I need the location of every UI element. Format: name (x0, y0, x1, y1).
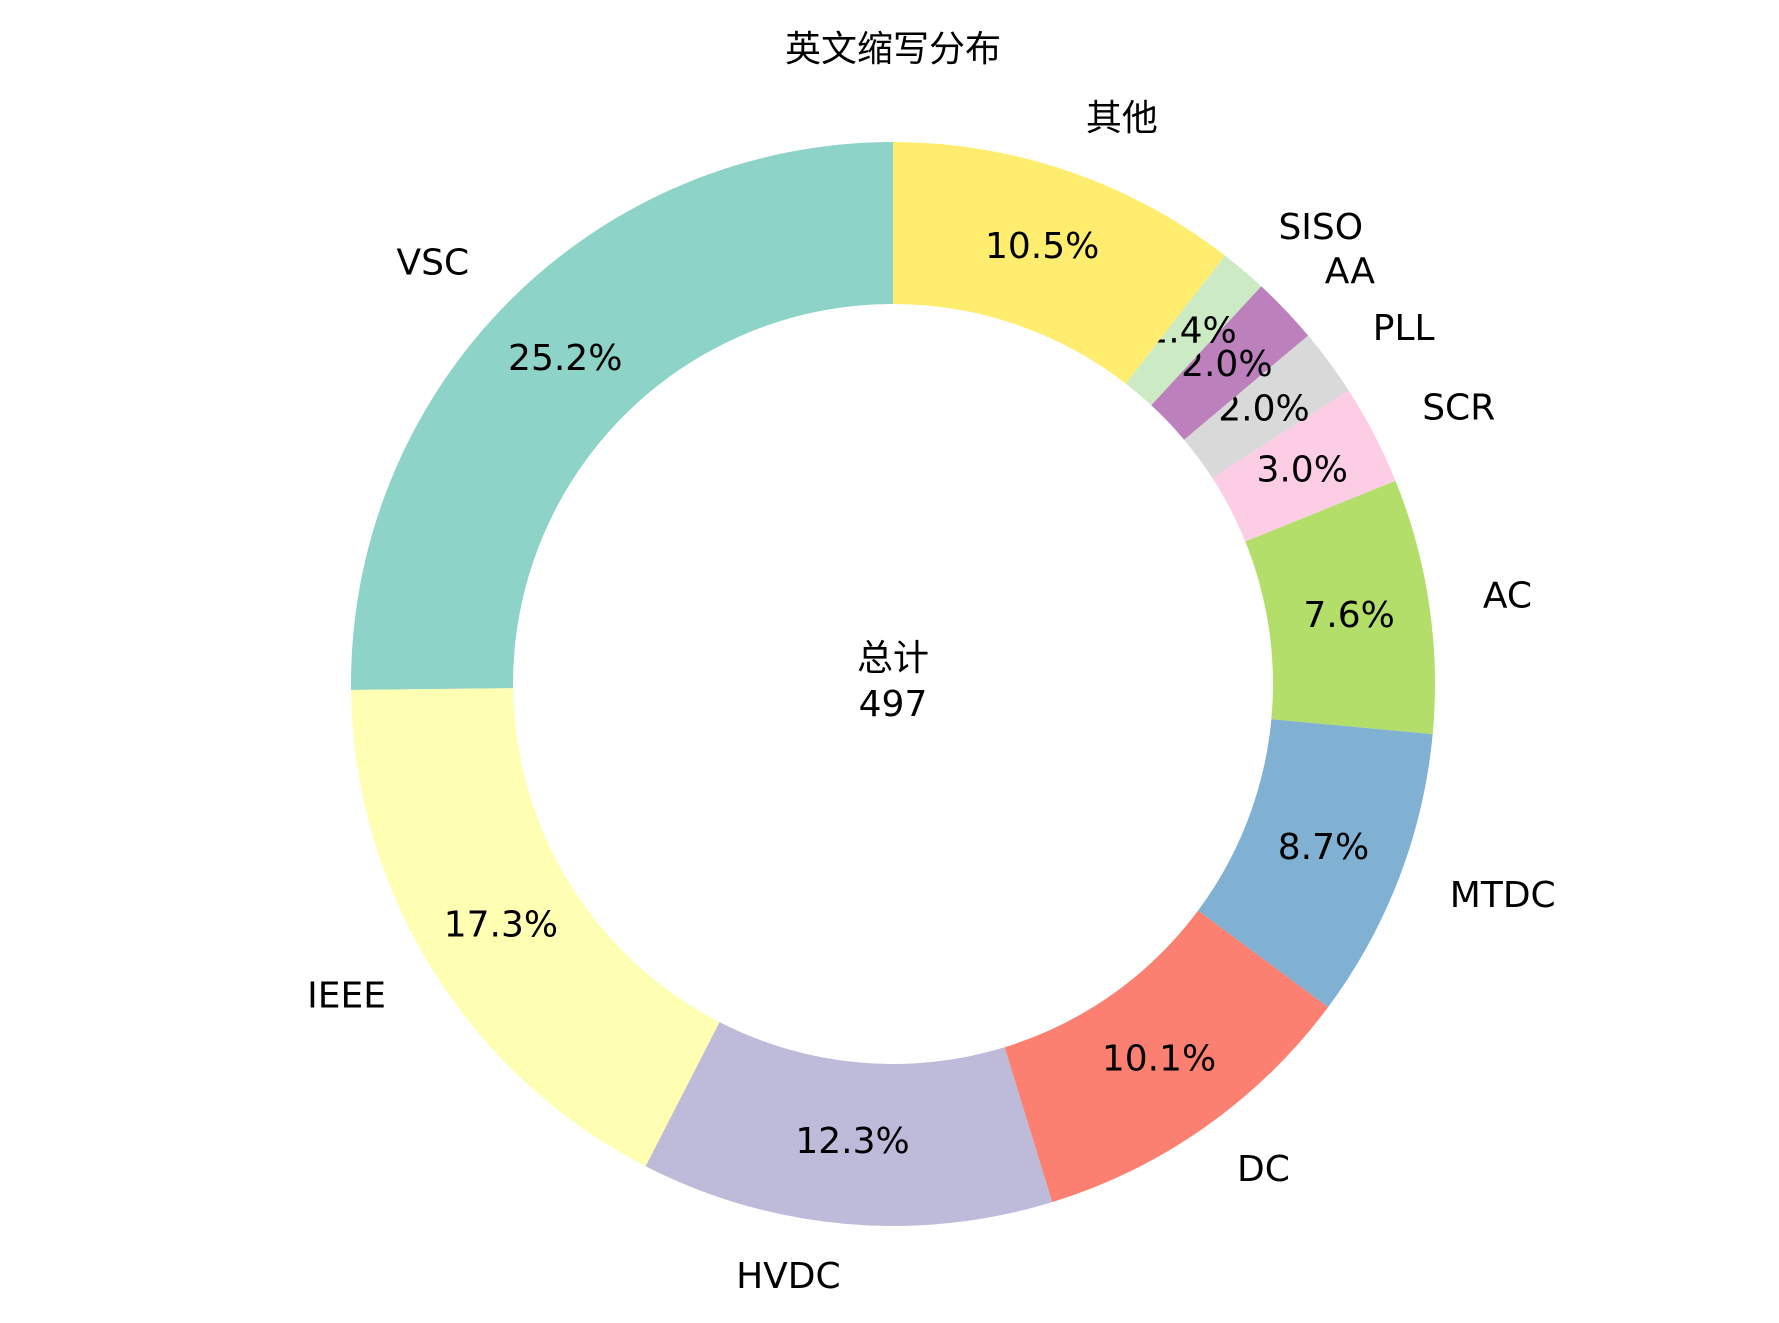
center-total: 497 (859, 684, 928, 725)
value-label: 17.3% (444, 905, 558, 946)
donut-slice (645, 1022, 1053, 1227)
donut-slice (1125, 255, 1262, 406)
donut-slice (350, 142, 893, 690)
slice-label: AC (1483, 575, 1532, 616)
slice-label: PLL (1373, 308, 1435, 349)
value-label: 25.2% (508, 338, 622, 379)
value-label: 7.6% (1303, 595, 1394, 636)
donut-slice (1151, 286, 1309, 440)
slice-label: SCR (1422, 387, 1495, 428)
value-label: 8.7% (1278, 827, 1369, 868)
donut-slice (1198, 719, 1433, 1008)
value-label: 12.3% (795, 1121, 909, 1162)
value-label: 3.0% (1256, 450, 1347, 491)
donut-slice (1004, 910, 1329, 1203)
slice-label: DC (1237, 1149, 1290, 1190)
slice-label: AA (1325, 251, 1376, 292)
slice-label: HVDC (736, 1256, 841, 1297)
chart-title: 英文缩写分布 (785, 29, 1001, 70)
donut-slice (351, 688, 720, 1167)
slice-label: IEEE (307, 976, 386, 1017)
donut-slice (1184, 335, 1349, 479)
slice-label: VSC (396, 243, 469, 284)
center-label: 总计 (857, 638, 929, 679)
value-label: 10.5% (985, 226, 1099, 267)
donut-slice (893, 142, 1225, 384)
donut-slice (1212, 390, 1396, 542)
slice-label: MTDC (1450, 875, 1556, 916)
value-label: 10.1% (1102, 1038, 1216, 1079)
donut-slice (1245, 480, 1436, 735)
slice-label: SISO (1278, 207, 1363, 248)
slice-label: 其他 (1086, 98, 1158, 139)
